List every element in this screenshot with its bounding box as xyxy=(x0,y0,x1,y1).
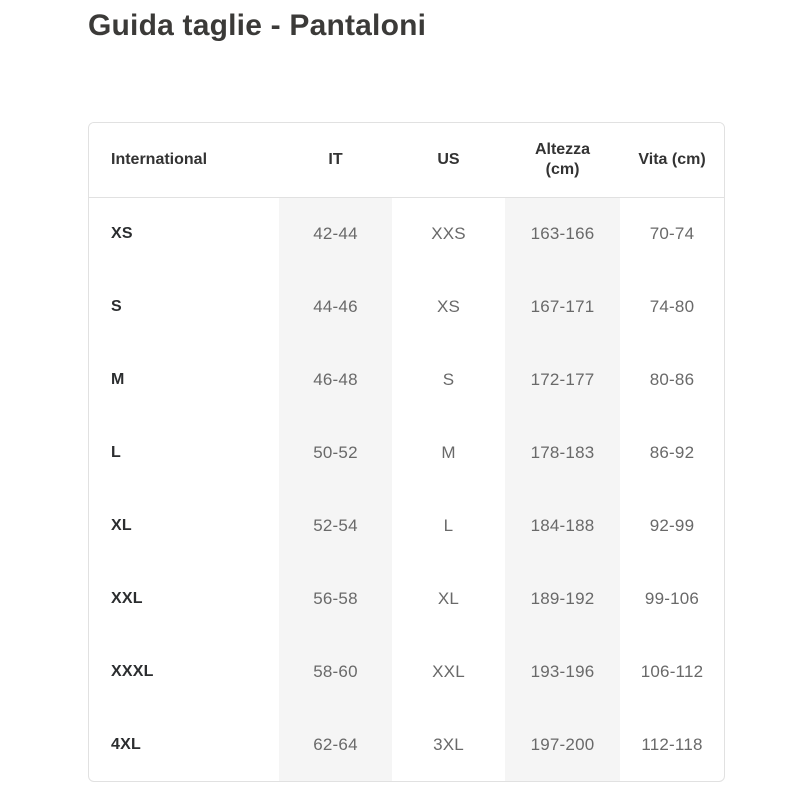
cell-vita: 80-86 xyxy=(649,369,695,389)
cell-vita: 74-80 xyxy=(649,296,695,316)
cell-altezza: 193-196 xyxy=(505,635,620,708)
cell-vita: 86-92 xyxy=(649,442,695,462)
cell-us: XS xyxy=(436,296,461,316)
cell-international: 4XL xyxy=(111,735,141,753)
cell-it: 42-44 xyxy=(279,197,392,270)
page-title: Guida taglie - Pantaloni xyxy=(88,9,427,42)
cell-us: L xyxy=(443,515,454,535)
cell-us: M xyxy=(441,442,456,462)
table-header-row: International IT US Altezza (cm) Vita (c… xyxy=(89,123,724,198)
cell-it: 56-58 xyxy=(279,562,392,635)
cell-altezza: 184-188 xyxy=(505,489,620,562)
cell-international: M xyxy=(111,370,125,388)
cell-it: 52-54 xyxy=(279,489,392,562)
cell-us: XL xyxy=(437,588,460,608)
cell-vita: 99-106 xyxy=(644,588,700,608)
table-row-m: M 46-48 S 172-177 80-86 xyxy=(89,343,724,416)
cell-international: XS xyxy=(111,224,133,242)
size-guide-table: International IT US Altezza (cm) Vita (c… xyxy=(89,123,724,781)
column-header-altezza: Altezza (cm) xyxy=(505,123,620,198)
cell-altezza: 197-200 xyxy=(505,708,620,781)
cell-it: 62-64 xyxy=(279,708,392,781)
table-row-4xl: 4XL 62-64 3XL 197-200 112-118 xyxy=(89,708,724,781)
cell-vita: 112-118 xyxy=(641,734,703,754)
cell-it: 44-46 xyxy=(279,270,392,343)
cell-international: S xyxy=(111,297,122,315)
cell-altezza: 167-171 xyxy=(505,270,620,343)
cell-altezza: 163-166 xyxy=(505,197,620,270)
table-row-xs: XS 42-44 XXS 163-166 70-74 xyxy=(89,197,724,270)
column-header-it: IT xyxy=(279,123,392,198)
cell-it: 46-48 xyxy=(279,343,392,416)
cell-us: XXS xyxy=(431,223,466,243)
cell-vita: 92-99 xyxy=(649,515,695,535)
cell-altezza: 178-183 xyxy=(505,416,620,489)
cell-us: S xyxy=(442,369,455,389)
cell-international: XXXL xyxy=(111,662,154,680)
cell-us: 3XL xyxy=(433,734,464,754)
table-row-xxl: XXL 56-58 XL 189-192 99-106 xyxy=(89,562,724,635)
size-guide-table-card: International IT US Altezza (cm) Vita (c… xyxy=(88,122,725,782)
cell-vita: 70-74 xyxy=(649,223,695,243)
cell-international: L xyxy=(111,443,121,461)
column-header-vita: Vita (cm) xyxy=(620,123,724,198)
column-header-international: International xyxy=(89,123,279,198)
cell-it: 50-52 xyxy=(279,416,392,489)
table-row-s: S 44-46 XS 167-171 74-80 xyxy=(89,270,724,343)
table-row-xl: XL 52-54 L 184-188 92-99 xyxy=(89,489,724,562)
table-row-xxxl: XXXL 58-60 XXL 193-196 106-112 xyxy=(89,635,724,708)
table-row-l: L 50-52 M 178-183 86-92 xyxy=(89,416,724,489)
cell-altezza: 172-177 xyxy=(505,343,620,416)
cell-international: XL xyxy=(111,516,132,534)
cell-altezza: 189-192 xyxy=(505,562,620,635)
column-header-us: US xyxy=(392,123,505,198)
cell-it: 58-60 xyxy=(279,635,392,708)
cell-us: XXL xyxy=(432,661,465,681)
column-header-altezza-label: Altezza (cm) xyxy=(534,140,591,178)
cell-international: XXL xyxy=(111,589,143,607)
cell-vita: 106-112 xyxy=(640,661,704,681)
